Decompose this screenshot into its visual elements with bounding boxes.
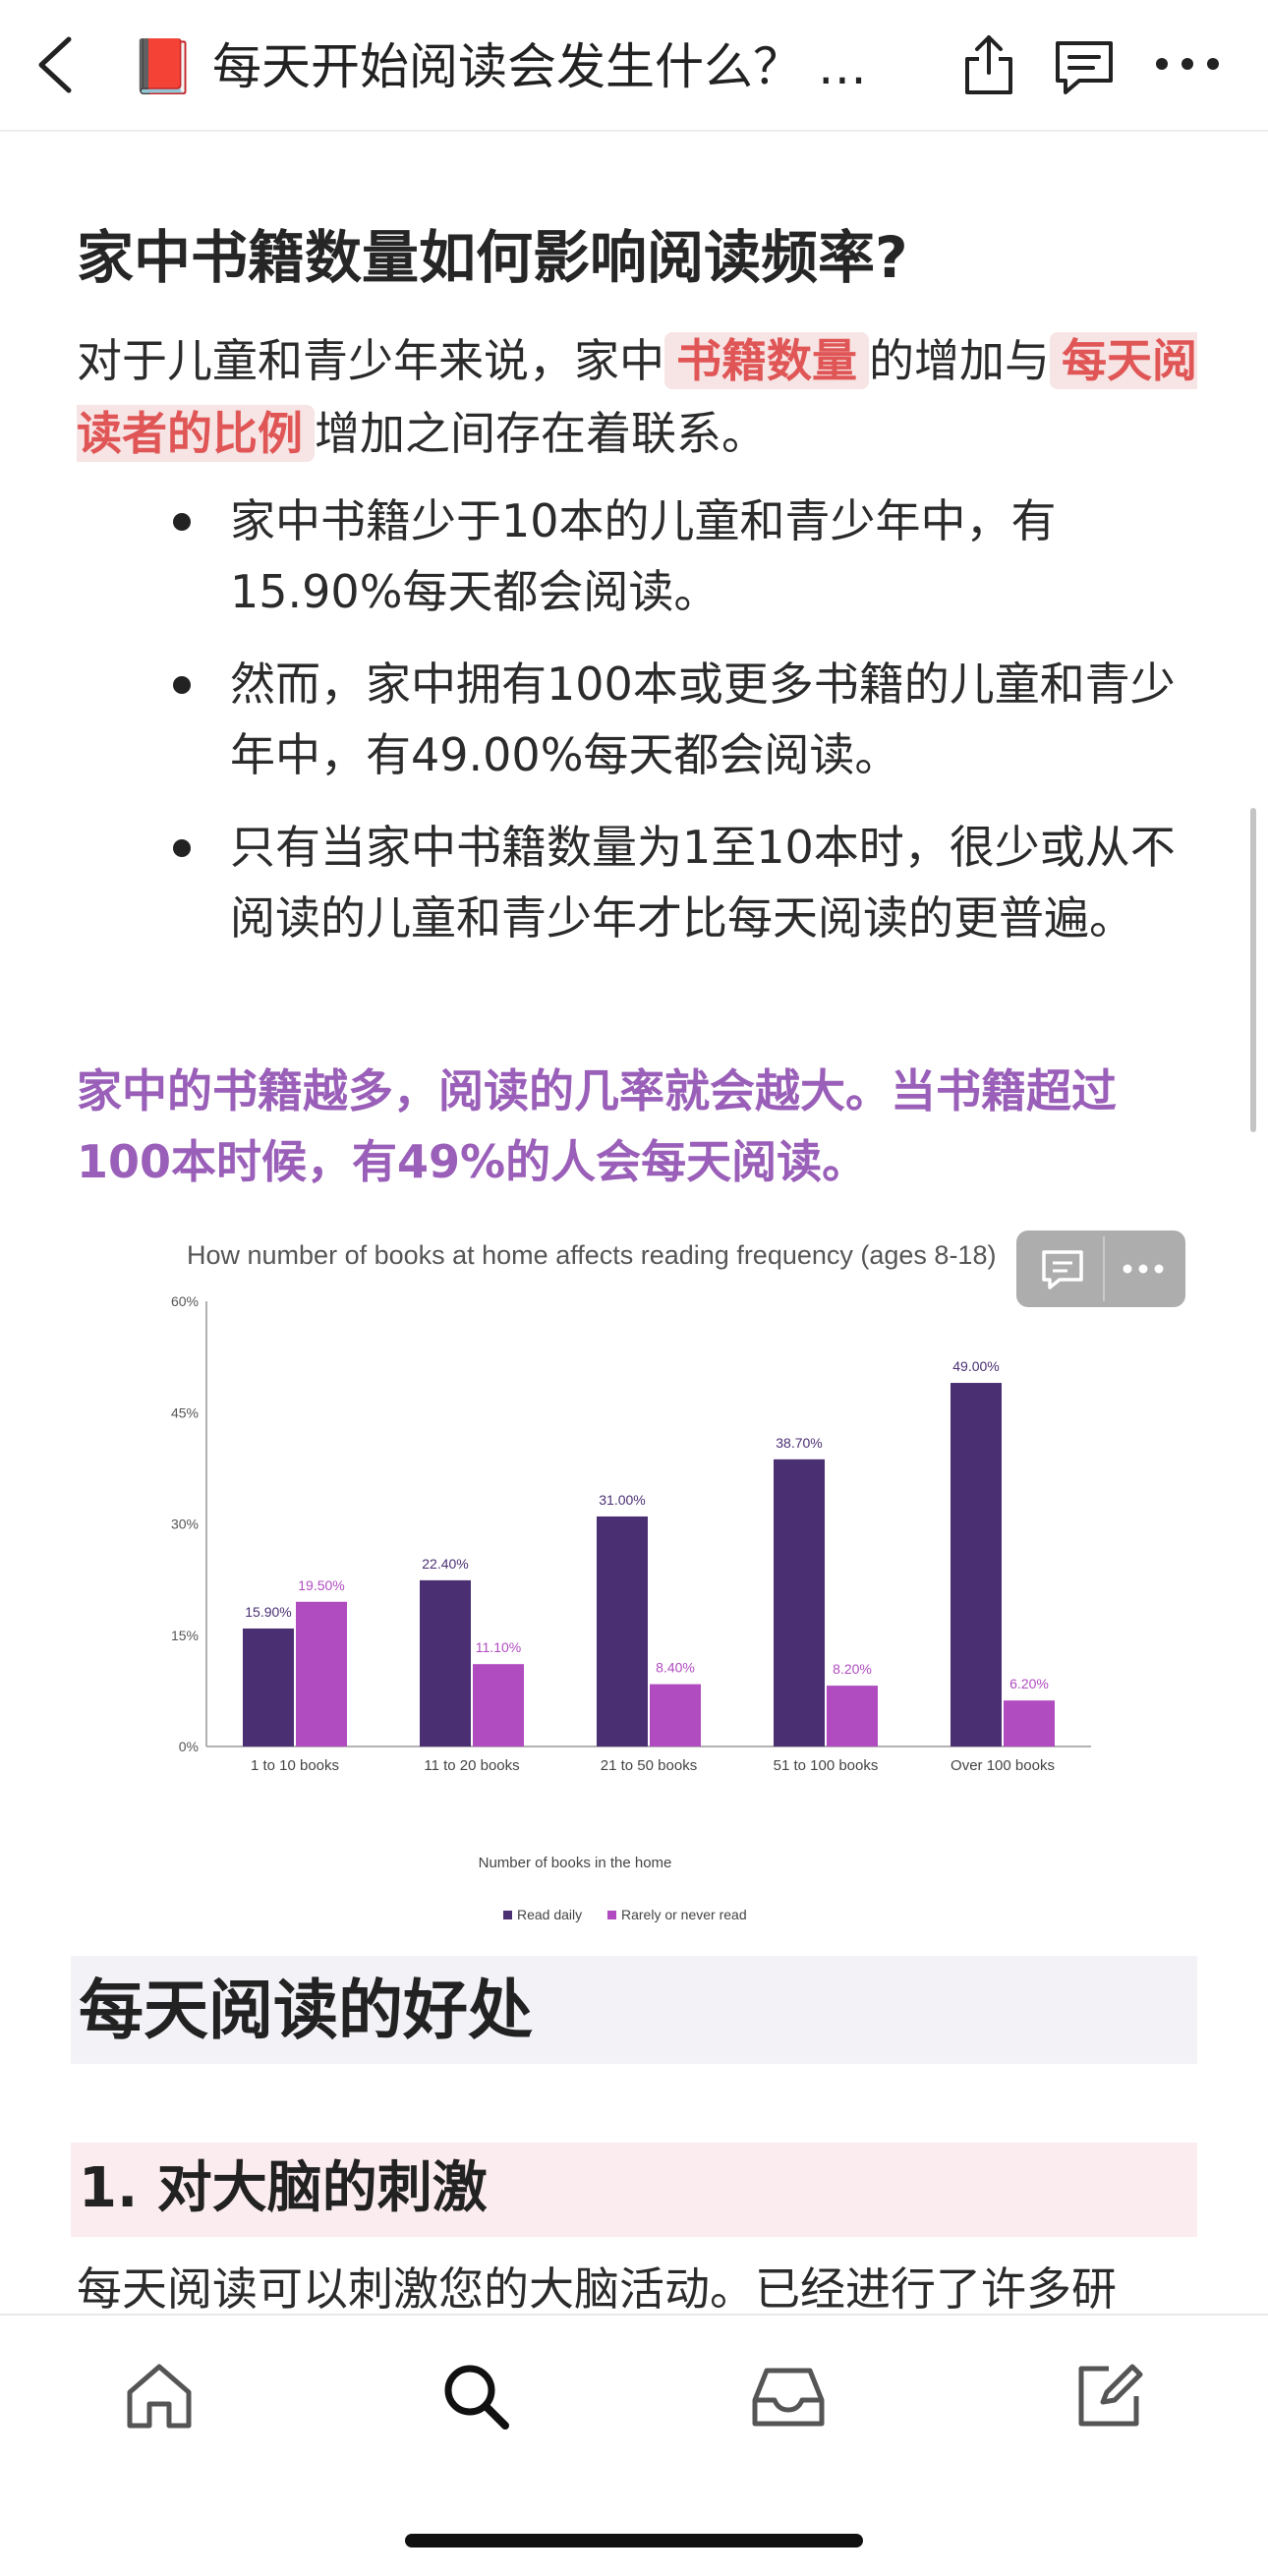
bullet-list: 家中书籍少于10本的儿童和青少年中，有15.90%每天都会阅读。 然而，家中拥有…	[157, 486, 1199, 975]
comment-icon[interactable]	[1036, 1242, 1089, 1295]
data-label: 22.40%	[422, 1556, 468, 1572]
y-tick-label: 30%	[171, 1517, 199, 1532]
data-label: 11.10%	[476, 1639, 521, 1655]
intro-paragraph: 对于儿童和青少年来说，家中 书籍数量 的增加与 每天阅读者的比例 增加之间存在着联系。	[77, 324, 1197, 470]
x-tick-label: 51 to 100 books	[774, 1757, 879, 1774]
benefits-heading: 每天阅读的好处	[79, 1973, 533, 2048]
legend-entry: Read daily	[517, 1907, 582, 1922]
article-content: 家中书籍数量如何影响阅读频率? 对于儿童和青少年来说，家中 书籍数量 的增加与 每天阅…	[0, 130, 1268, 2314]
list-item: 只有当家中书籍数量为1至10本时，很少或从不阅读的儿童和青少年才比每天阅读的更普…	[157, 812, 1199, 953]
bar	[420, 1579, 471, 1746]
more-options-icon[interactable]	[1152, 39, 1223, 88]
bullet-dot-icon	[173, 676, 191, 694]
search-icon[interactable]	[436, 2357, 515, 2435]
bullet-text: 只有当家中书籍数量为1至10本时，很少或从不阅读的儿童和青少年才比每天阅读的更普…	[230, 821, 1176, 945]
legend-entry: Rarely or never read	[621, 1907, 747, 1922]
more-options-icon[interactable]	[1117, 1242, 1170, 1295]
inbox-icon[interactable]	[749, 2357, 828, 2435]
data-label: 38.70%	[776, 1435, 822, 1451]
data-label: 15.90%	[245, 1604, 291, 1620]
data-label: 49.00%	[952, 1358, 999, 1374]
list-item: 然而，家中拥有100本或更多书籍的儿童和青少年中，有49.00%每天都会阅读。	[157, 649, 1199, 790]
x-axis-label: Number of books in the home	[479, 1855, 672, 1871]
bar	[243, 1628, 294, 1746]
y-tick-label: 45%	[171, 1404, 199, 1420]
bullet-dot-icon	[173, 839, 191, 857]
data-label: 31.00%	[599, 1492, 645, 1508]
x-tick-label: 11 to 20 books	[424, 1757, 519, 1774]
bar	[1004, 1700, 1055, 1746]
data-label: 6.20%	[1009, 1676, 1049, 1691]
bullet-text: 家中书籍少于10本的儿童和青少年中，有15.90%每天都会阅读。	[230, 494, 1057, 618]
home-indicator[interactable]	[405, 2534, 863, 2547]
x-tick-label: 21 to 50 books	[601, 1757, 697, 1774]
heading-background	[71, 1956, 1197, 2064]
scrollbar[interactable]	[1250, 808, 1256, 1132]
bullet-dot-icon	[173, 513, 191, 531]
bottom-tab-bar	[0, 2314, 1268, 2576]
toolbar-divider	[1103, 1236, 1105, 1301]
brain-stimulation-heading: 1. 对大脑的刺激	[79, 2156, 488, 2220]
legend-swatch	[503, 1911, 512, 1919]
intro-text: 增加之间存在着联系。	[315, 407, 767, 460]
share-icon[interactable]	[959, 29, 1018, 98]
chart-hover-toolbar	[1016, 1231, 1185, 1307]
highlight-paragraph: 家中的书籍越多，阅读的几率就会越大。当书籍超过100本时候，有49%的人会每天阅…	[77, 1064, 1117, 1188]
highlight-book-count: 书籍数量	[664, 332, 869, 389]
y-tick-label: 60%	[171, 1293, 199, 1309]
bar	[296, 1601, 347, 1746]
bar	[473, 1664, 524, 1746]
intro-text: 的增加与	[869, 334, 1050, 387]
chart-title: How number of books at home affects read…	[187, 1240, 996, 1270]
home-icon[interactable]	[120, 2357, 199, 2435]
comment-icon[interactable]	[1050, 35, 1119, 98]
bullet-text: 然而，家中拥有100本或更多书籍的儿童和青少年中，有49.00%每天都会阅读。	[230, 658, 1176, 781]
page-title: 每天开始阅读会发生什么？ 揭...	[212, 38, 900, 95]
data-label: 8.20%	[833, 1661, 872, 1677]
top-app-bar: 📕 每天开始阅读会发生什么？ 揭...	[0, 0, 1268, 132]
intro-text: 对于儿童和青少年来说，家中	[77, 334, 664, 387]
y-tick-label: 0%	[179, 1739, 199, 1754]
x-tick-label: 1 to 10 books	[251, 1757, 339, 1774]
bar-chart: How number of books at home affects read…	[171, 1240, 1091, 1922]
bar	[827, 1686, 878, 1746]
bar	[650, 1684, 701, 1746]
bar	[597, 1516, 648, 1746]
edit-icon[interactable]	[1069, 2357, 1148, 2435]
x-tick-label: Over 100 books	[951, 1757, 1055, 1774]
bar	[951, 1383, 1002, 1746]
data-label: 8.40%	[656, 1660, 695, 1676]
benefits-paragraph: 每天阅读可以刺激您的大脑活动。已经进行了许多研	[77, 2262, 1117, 2314]
bar	[774, 1459, 825, 1746]
y-tick-label: 15%	[171, 1628, 199, 1643]
back-arrow-icon[interactable]	[29, 33, 85, 96]
list-item: 家中书籍少于10本的儿童和青少年中，有15.90%每天都会阅读。	[157, 486, 1199, 627]
section-heading: 家中书籍数量如何影响阅读频率?	[77, 224, 908, 291]
book-emoji-icon: 📕	[130, 35, 197, 97]
subheading-background	[71, 2143, 1197, 2237]
data-label: 19.50%	[298, 1577, 344, 1593]
legend-swatch	[607, 1911, 616, 1919]
